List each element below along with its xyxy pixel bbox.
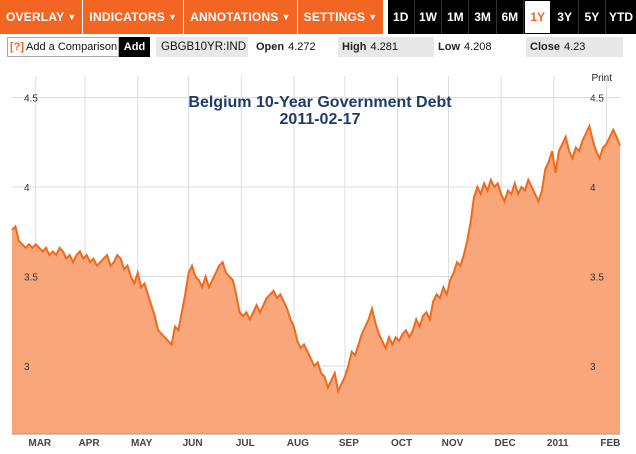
range-3m-button[interactable]: 3M — [469, 0, 497, 34]
x-tick-label: APR — [78, 438, 100, 449]
x-tick-label: DEC — [495, 438, 516, 449]
low-stat: Low 4.208 — [434, 37, 526, 57]
range-5y-button[interactable]: 5Y — [578, 0, 607, 34]
x-tick-label: SEP — [339, 438, 359, 449]
close-stat: Close 4.23 — [526, 37, 623, 57]
annotations-menu-label: ANNOTATIONS — [190, 10, 279, 24]
chart-area: 4.5 4 3.5 3 4.5 4 3.5 3 MAR APR MAY JUN JUL AUG SEP O… — [0, 58, 636, 454]
y-tick-label: 3 — [590, 362, 596, 373]
print-link[interactable]: Print — [591, 73, 612, 84]
indicators-menu-label: INDICATORS — [89, 10, 165, 24]
open-stat: Open 4.272 — [252, 37, 338, 57]
x-tick-label: AUG — [287, 438, 309, 449]
x-tick-label: FEB — [600, 438, 620, 449]
help-icon[interactable]: [?] — [10, 41, 25, 53]
close-label: Close — [530, 41, 560, 53]
x-tick-label: NOV — [442, 438, 464, 449]
x-tick-label: MAR — [28, 438, 52, 449]
comparison-placeholder: Add a Comparison — [26, 41, 118, 53]
overlay-menu-label: OVERLAY — [6, 10, 65, 24]
add-comparison-button[interactable]: Add — [119, 37, 150, 57]
x-tick-label: JUL — [236, 438, 255, 449]
price-chart: 4.5 4 3.5 3 4.5 4 3.5 3 MAR APR MAY JUN JUL AUG SEP O… — [11, 76, 621, 449]
range-1y-button[interactable]: 1Y — [523, 0, 552, 34]
y-tick-label: 3 — [24, 362, 30, 373]
caret-down-icon: ▼ — [368, 12, 378, 22]
x-axis: MAR APR MAY JUN JUL AUG SEP OCT NOV DEC 2011 FEB — [12, 433, 620, 449]
range-1w-button[interactable]: 1W — [414, 0, 443, 34]
chart-subtitle: 2011-02-17 — [280, 111, 361, 128]
x-tick-label: 2011 — [547, 438, 569, 449]
settings-menu-label: SETTINGS — [303, 10, 366, 24]
toolbar-gap — [384, 0, 388, 34]
y-tick-label: 4.5 — [590, 93, 604, 104]
settings-menu[interactable]: SETTINGS ▼ — [297, 0, 385, 34]
range-1d-button[interactable]: 1D — [387, 0, 415, 34]
high-label: High — [342, 41, 367, 53]
high-stat: High 4.281 — [338, 37, 434, 57]
indicators-menu[interactable]: INDICATORS ▼ — [83, 0, 185, 34]
comparison-input[interactable]: [?] Add a Comparison — [7, 37, 119, 57]
caret-down-icon: ▼ — [67, 12, 77, 22]
high-value: 4.281 — [370, 41, 398, 53]
range-3y-button[interactable]: 3Y — [551, 0, 579, 34]
open-label: Open — [256, 41, 285, 53]
overlay-menu[interactable]: OVERLAY ▼ — [0, 0, 84, 34]
y-tick-label: 3.5 — [590, 272, 604, 283]
range-ytd-button[interactable]: YTD — [606, 0, 636, 34]
annotations-menu[interactable]: ANNOTATIONS ▼ — [184, 0, 298, 34]
range-6m-button[interactable]: 6M — [496, 0, 524, 34]
y-tick-label: 4 — [590, 183, 596, 194]
low-value: 4.208 — [464, 41, 492, 53]
symbol-field: GBGB10YR:IND — [156, 37, 248, 57]
price-area — [12, 126, 620, 434]
y-tick-label: 4.5 — [24, 93, 38, 104]
open-value: 4.272 — [288, 41, 316, 53]
chart-title: Belgium 10-Year Government Debt — [188, 94, 452, 111]
toolbar: OVERLAY ▼ INDICATORS ▼ ANNOTATIONS ▼ SETTIN… — [0, 0, 636, 34]
caret-down-icon: ▼ — [281, 12, 291, 22]
quote-bar: [?] Add a Comparison Add GBGB10YR:IND Op… — [0, 36, 636, 58]
caret-down-icon: ▼ — [167, 12, 178, 22]
y-axis-right: 4.5 4 3.5 3 — [590, 93, 604, 373]
y-tick-label: 3.5 — [24, 272, 38, 283]
x-tick-label: JUN — [183, 438, 203, 449]
x-tick-label: MAY — [131, 438, 153, 449]
range-1m-button[interactable]: 1M — [442, 0, 470, 34]
low-label: Low — [438, 41, 460, 53]
close-value: 4.23 — [563, 41, 586, 53]
y-tick-label: 4 — [24, 183, 30, 194]
x-tick-label: OCT — [391, 438, 412, 449]
price-line — [11, 123, 621, 395]
y-axis-left: 4.5 4 3.5 3 — [24, 93, 38, 373]
